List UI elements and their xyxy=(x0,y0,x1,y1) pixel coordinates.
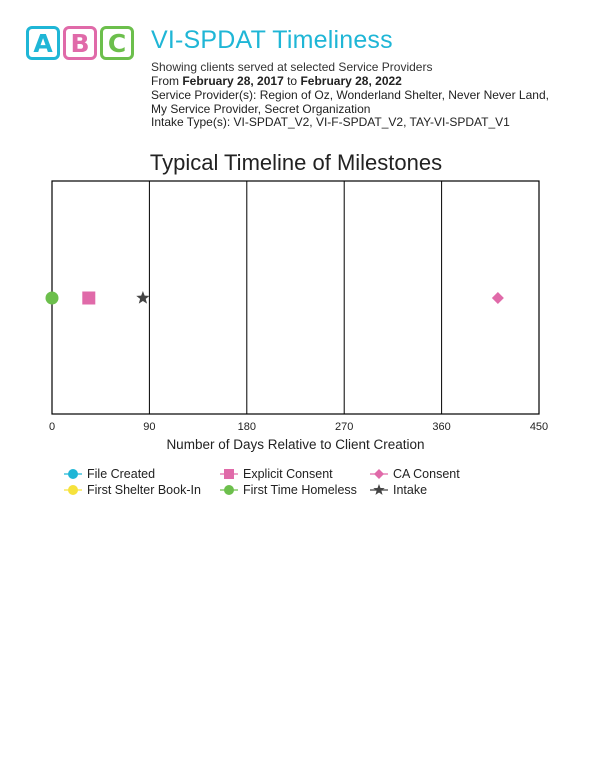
x-tick-label-450: 450 xyxy=(530,421,548,433)
service-providers-value: Region of Oz, Wonderland Shelter, Never … xyxy=(151,88,549,116)
x-tick-label-270: 270 xyxy=(335,421,353,433)
logo-letter-c: C xyxy=(100,26,134,60)
legend-marker-intake xyxy=(370,484,388,495)
chart-title: Typical Timeline of Milestones xyxy=(149,150,443,175)
legend-label-first-shelter-book-in: First Shelter Book-In xyxy=(87,483,201,497)
report-title: VI-SPDAT Timeliness xyxy=(151,26,393,54)
legend-label-explicit-consent: Explicit Consent xyxy=(243,467,333,481)
service-providers-label: Service Provider(s): xyxy=(151,88,257,102)
legend-label-intake: Intake xyxy=(393,483,428,497)
abc-logo: A B C xyxy=(26,26,134,60)
date-from-prefix: From xyxy=(151,73,183,88)
report-meta: Showing clients served at selected Servi… xyxy=(151,60,551,130)
plot-frame xyxy=(51,180,540,415)
legend-item-intake: Intake xyxy=(370,483,427,497)
legend-item-first-time-homeless: First Time Homeless xyxy=(220,483,357,497)
legend-label-first-time-homeless: First Time Homeless xyxy=(243,483,357,497)
legend-label-ca-consent: CA Consent xyxy=(393,467,460,481)
x-tick-label-90: 90 xyxy=(143,421,155,433)
legend-item-first-shelter-book-in: First Shelter Book-In xyxy=(64,483,201,497)
x-tick-label-0: 0 xyxy=(49,421,55,433)
point-ca-consent xyxy=(491,292,504,304)
legend-item-file-created: File Created xyxy=(64,467,155,481)
logo-letter-b: B xyxy=(63,26,97,60)
x-tick-label-180: 180 xyxy=(238,421,256,433)
point-explicit-consent xyxy=(82,291,96,305)
date-to-separator: to xyxy=(283,73,301,88)
date-to: February 28, 2022 xyxy=(300,73,402,88)
report-subtitle: Showing clients served at selected Servi… xyxy=(151,60,433,74)
point-intake xyxy=(136,291,150,304)
legend-marker-file-created xyxy=(64,469,82,479)
legend-item-explicit-consent: Explicit Consent xyxy=(220,467,333,481)
legend-marker-explicit-consent xyxy=(220,469,238,479)
legend-marker-first-shelter-book-in xyxy=(64,485,82,495)
intake-types-label: Intake Type(s): xyxy=(151,115,231,129)
x-axis-label: Number of Days Relative to Client Creati… xyxy=(166,437,424,452)
point-first-time-homeless xyxy=(45,291,59,305)
service-providers: Service Provider(s): Region of Oz, Wonde… xyxy=(151,88,551,116)
date-range: From February 28, 2017 to February 28, 2… xyxy=(151,73,551,89)
logo-letter-a: A xyxy=(26,26,60,60)
legend-marker-ca-consent xyxy=(370,469,388,479)
intake-types: Intake Type(s): VI-SPDAT_V2, VI-F-SPDAT_… xyxy=(151,115,551,130)
intake-types-value: VI-SPDAT_V2, VI-F-SPDAT_V2, TAY-VI-SPDAT… xyxy=(230,115,510,129)
date-from: February 28, 2017 xyxy=(182,73,284,88)
legend-marker-first-time-homeless xyxy=(220,485,238,495)
legend-item-ca-consent: CA Consent xyxy=(370,467,460,481)
x-tick-label-360: 360 xyxy=(432,421,450,433)
legend-label-file-created: File Created xyxy=(87,467,156,481)
